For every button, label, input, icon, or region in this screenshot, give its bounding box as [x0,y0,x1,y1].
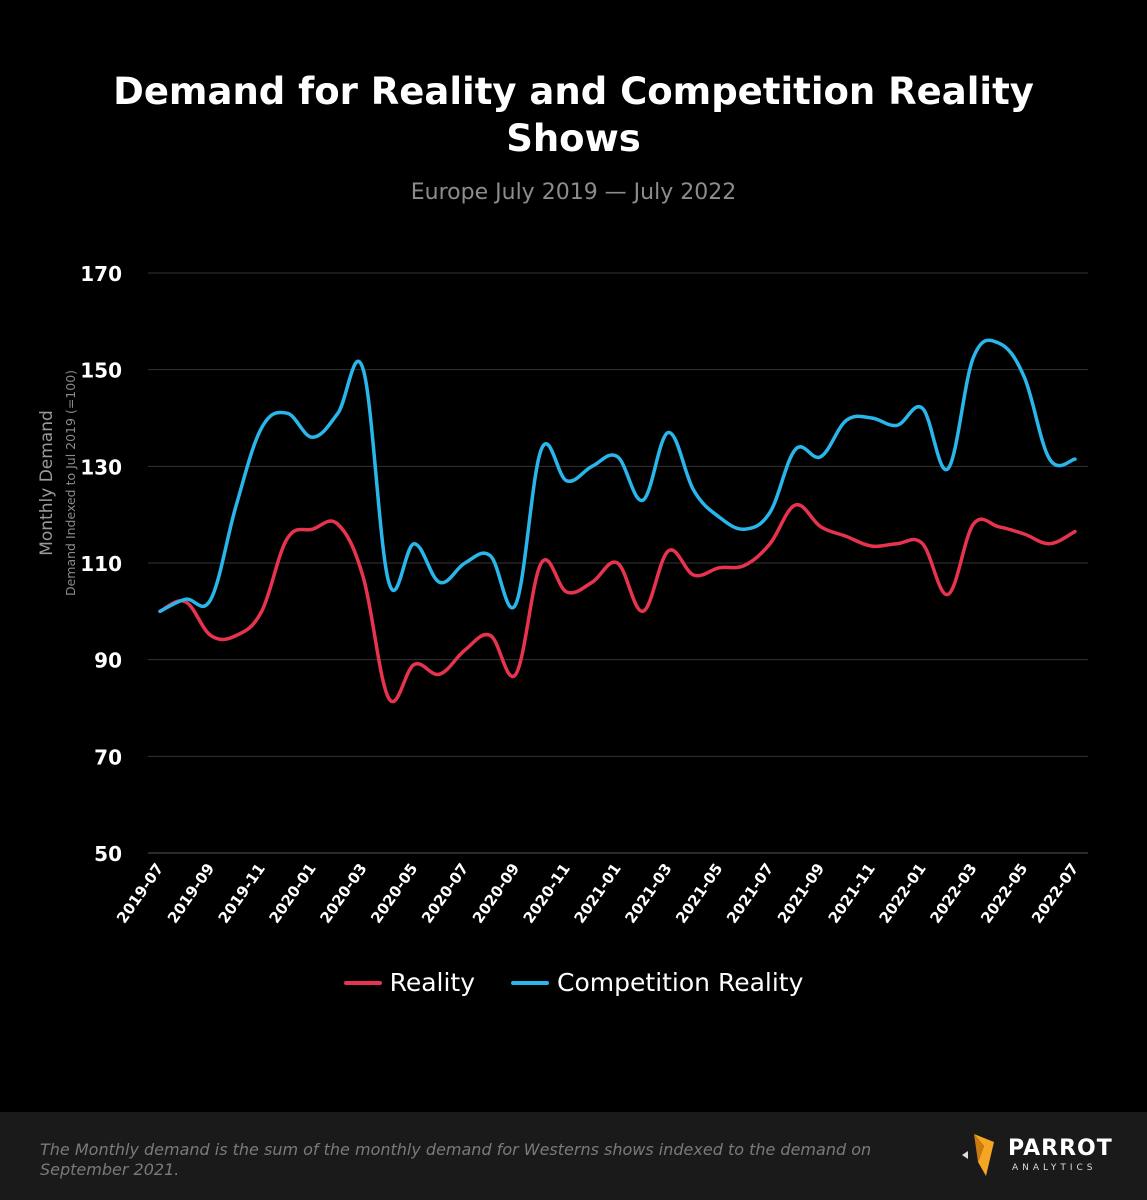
x-tick-label: 2021-11 [825,860,879,927]
chart-legend: Reality Competition Reality [0,968,1147,997]
y-tick-label: 110 [80,552,122,576]
logo-name: PARROT [1008,1135,1113,1161]
legend-label-competition-reality: Competition Reality [557,968,804,997]
x-tick-label: 2021-05 [672,860,726,927]
series-lines [158,338,1077,704]
x-tick-label: 2020-03 [316,860,370,927]
x-tick-label: 2020-11 [520,860,574,927]
x-axis-ticks: 2019-072019-092019-112020-012020-032020-… [113,860,1082,927]
x-tick-label: 2019-11 [215,860,269,927]
x-tick-label: 2021-01 [571,860,625,927]
x-tick-label: 2021-03 [621,860,675,927]
x-tick-label: 2020-05 [367,860,421,927]
x-tick-label: 2022-05 [977,860,1031,927]
y-axis-ticks: 50 70 90 110 130 150 170 [80,262,122,866]
y-axis-sublabel: Demand Indexed to Jul 2019 (=100) [63,370,78,596]
legend-swatch-competition-reality [511,980,550,985]
logo-subtitle: ANALYTICS [1012,1162,1097,1173]
x-tick-label: 2022-01 [876,860,930,927]
footer-bar: The Monthly demand is the sum of the mon… [0,1112,1147,1200]
x-tick-label: 2020-01 [266,860,320,927]
chart-subtitle: Europe July 2019 — July 2022 [410,180,737,205]
y-tick-label: 90 [94,649,122,673]
x-tick-label: 2020-09 [469,860,523,927]
legend-label-reality: Reality [389,968,476,997]
x-tick-label: 2022-03 [926,860,980,927]
y-tick-label: 150 [80,359,122,383]
y-tick-label: 70 [94,745,122,769]
series-line-reality [158,503,1077,704]
x-tick-label: 2019-07 [113,860,167,927]
series-line-competition-reality [158,338,1077,614]
parrot-logo-icon [962,1134,994,1176]
x-tick-label: 2021-07 [723,860,777,927]
x-tick-label: 2020-07 [418,860,472,927]
parrot-analytics-logo: PARROT ANALYTICS [960,1132,1113,1178]
x-tick-label: 2019-09 [164,860,218,927]
y-tick-label: 170 [80,262,122,286]
y-axis-label: Monthly Demand [37,410,57,556]
y-tick-label: 50 [94,842,122,866]
legend-item-competition-reality: Competition Reality [511,968,803,997]
legend-swatch-reality [343,980,382,985]
line-chart: 50 70 90 110 130 150 170 2019-072019-092019-11… [37,262,1088,927]
x-tick-label: 2022-07 [1028,860,1082,927]
chart-title: Demand for Reality and Competition Reali… [113,70,1034,160]
x-tick-label: 2021-09 [774,860,828,927]
legend-item-reality: Reality [343,968,476,997]
footnote: The Monthly demand is the sum of the mon… [40,1140,872,1179]
y-tick-label: 130 [80,455,122,479]
